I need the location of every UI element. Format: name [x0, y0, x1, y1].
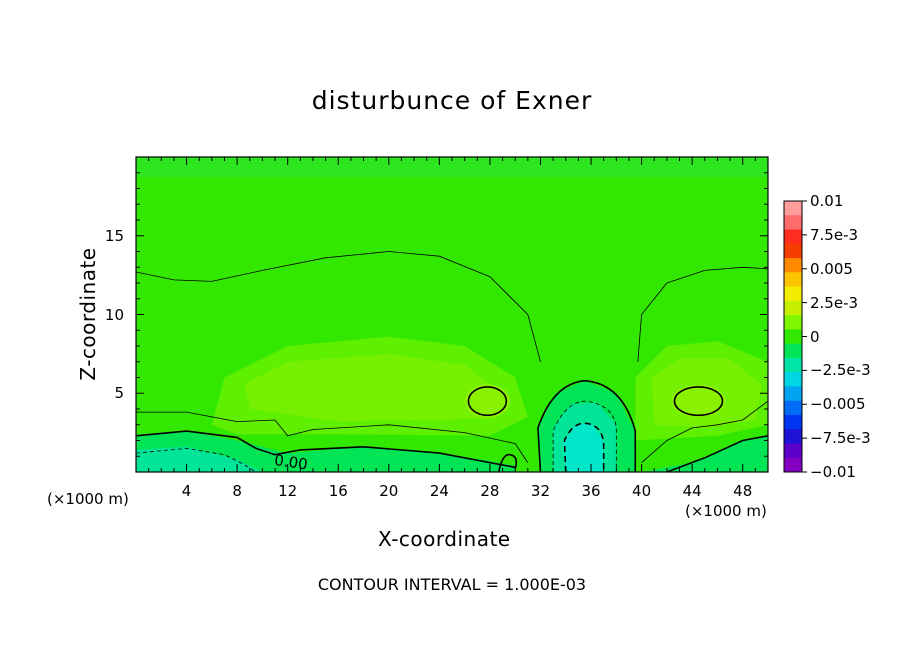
contour-line-negative — [136, 447, 257, 472]
colorbar-tick-label: 0.005 — [810, 259, 853, 278]
colorbar-swatch — [784, 315, 802, 330]
colorbar-swatch — [784, 443, 802, 459]
colorbar-swatch — [784, 243, 802, 259]
contour-line — [641, 400, 768, 463]
colorbar-swatch — [784, 457, 802, 473]
field-top-band — [136, 157, 768, 177]
colorbar-tick-label: 2.5e-3 — [810, 293, 859, 312]
positive-peak-left — [464, 384, 511, 419]
x-tick-label: 32 — [530, 482, 551, 500]
colorbar-tick-label: −2.5e-3 — [810, 361, 871, 380]
colorbar-swatch — [784, 272, 802, 288]
colorbar-swatch — [784, 229, 802, 245]
x-tick-label: 12 — [278, 482, 298, 500]
colorbar-tick-label: 0.01 — [810, 192, 844, 210]
x-tick-label: 8 — [232, 482, 242, 500]
contour-line-positive — [673, 386, 724, 417]
colorbar-swatch — [784, 429, 802, 444]
contour-line-zero — [497, 453, 518, 472]
contour-line-zero — [537, 379, 637, 472]
x-tick-label: 28 — [480, 482, 500, 500]
contour-line-negative — [563, 422, 605, 472]
x-axis-label: X-coordinate — [378, 527, 511, 551]
contour-line — [637, 266, 768, 362]
negative-band-left-deep — [136, 446, 263, 472]
colorbar-tick-label: −0.01 — [810, 463, 856, 481]
negative-band-right — [641, 435, 768, 472]
x-unit-label-right: (×1000 m) — [685, 502, 767, 520]
x-tick-label: 4 — [181, 482, 192, 500]
x-unit-label-left: (×1000 m) — [47, 490, 129, 508]
colorbar-tick-label: 7.5e-3 — [810, 225, 859, 244]
contour-interval-note: CONTOUR INTERVAL = 1.000E-03 — [317, 575, 587, 594]
x-tick-label: 36 — [581, 482, 601, 500]
contour-line-zero — [666, 435, 768, 472]
x-tick-label: 48 — [733, 482, 753, 500]
colorbar-tick-label: −7.5e-3 — [810, 429, 871, 448]
y-tick-label: 10 — [104, 305, 124, 324]
colorbar-swatch — [784, 215, 802, 231]
colorbar-swatch — [784, 329, 802, 345]
colorbar-tick-label: −0.005 — [810, 395, 866, 414]
colorbar-swatch — [784, 357, 802, 373]
contour-line — [136, 411, 529, 463]
x-tick-label: 44 — [682, 482, 702, 500]
contour-label: 0.00 — [273, 451, 309, 473]
contour-line-positive — [467, 386, 508, 417]
colorbar-swatch — [784, 386, 802, 402]
negative-core-inner — [563, 423, 604, 472]
colorbar-swatch — [784, 286, 802, 302]
contour-line — [136, 251, 541, 362]
x-tick-label: 16 — [328, 482, 348, 500]
x-tick-label: 40 — [632, 482, 652, 500]
y-axis-label: Z-coordinate — [76, 247, 100, 381]
colorbar-swatch — [784, 258, 802, 273]
colorbar-swatch — [784, 343, 802, 359]
y-tick-label: 15 — [104, 226, 124, 245]
colorbar-tick-label: 0 — [810, 327, 820, 346]
colorbar-swatch — [784, 300, 802, 316]
colorbar-swatch — [784, 414, 802, 430]
colorbar-swatch — [784, 372, 802, 387]
y-tick-label: 5 — [114, 384, 124, 403]
x-tick-label: 20 — [379, 482, 399, 500]
chart-title: disturbunce of Exner — [311, 86, 593, 115]
colorbar-swatch — [784, 201, 802, 216]
field-layers — [136, 157, 768, 472]
colorbar-swatch — [784, 400, 802, 416]
contour-line-zero — [136, 430, 516, 469]
x-tick-label: 24 — [429, 482, 449, 500]
positive-peak-right — [670, 384, 727, 418]
positive-core-left — [244, 353, 503, 422]
